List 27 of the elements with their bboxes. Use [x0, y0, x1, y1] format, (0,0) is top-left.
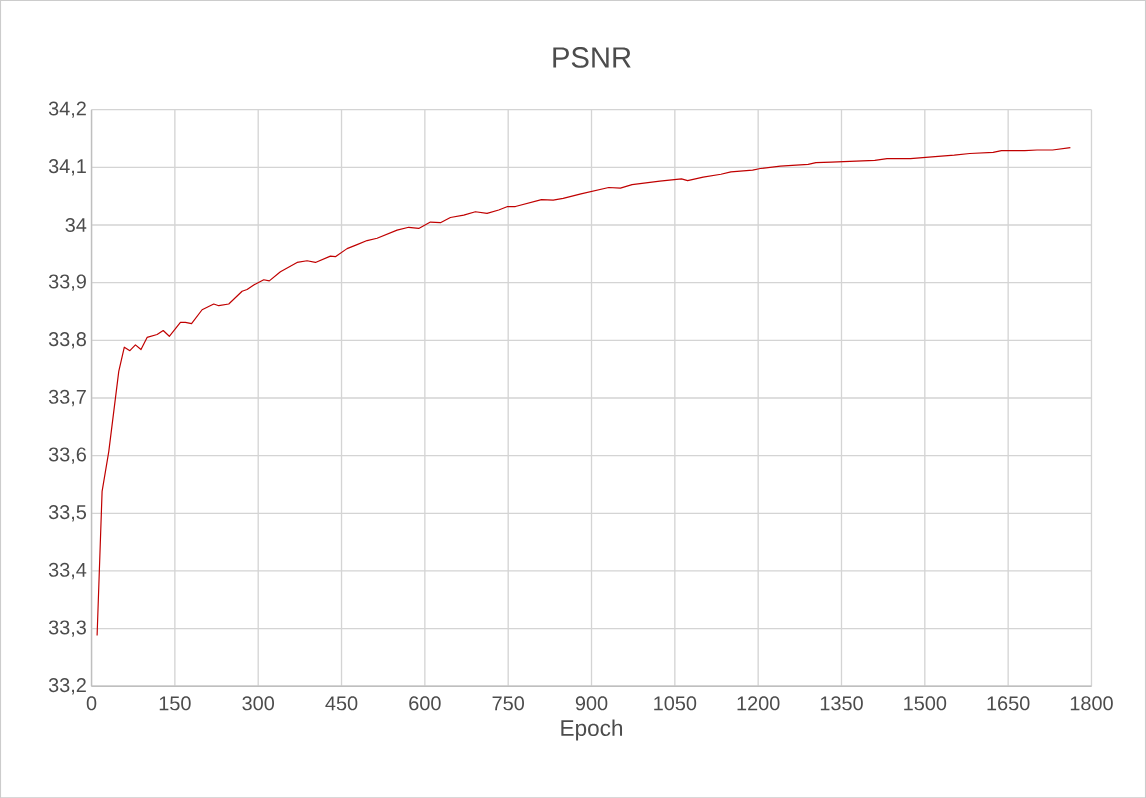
y-tick-label: 33,8 — [48, 331, 86, 349]
y-tick-label: 34,2 — [48, 101, 86, 118]
y-tick-label: 33,5 — [48, 504, 87, 522]
x-tick-label: 900 — [575, 696, 608, 711]
x-tick-label: 1200 — [737, 696, 780, 711]
y-tick-label: 33,6 — [48, 447, 86, 464]
x-axis-title: Epoch — [561, 719, 623, 741]
x-tick-label: 1650 — [987, 696, 1030, 711]
x-tick-label: 1500 — [904, 696, 947, 711]
x-tick-label: 600 — [409, 696, 441, 711]
y-tick-label: 34,1 — [48, 158, 86, 176]
x-tick-label: 300 — [242, 696, 275, 711]
y-tick-label: 33,7 — [48, 389, 86, 407]
x-tick-label: 450 — [325, 696, 358, 711]
x-tick-label: 1350 — [820, 696, 863, 711]
x-tick-label: 750 — [492, 696, 524, 711]
y-tick-label: 34 — [65, 217, 87, 232]
x-tick-label: 0 — [86, 696, 97, 711]
y-tick-label: 33,2 — [48, 677, 86, 695]
y-tick-label: 33,3 — [48, 620, 86, 637]
y-tick-label: 33,9 — [48, 274, 86, 291]
line-series — [96, 147, 1071, 637]
chart-title: PSNR — [553, 47, 631, 68]
y-tick-label: 33,4 — [48, 562, 87, 580]
x-tick-label: 150 — [159, 696, 191, 711]
x-tick-label: 1800 — [1070, 696, 1113, 711]
x-tick-label: 1050 — [654, 696, 697, 711]
